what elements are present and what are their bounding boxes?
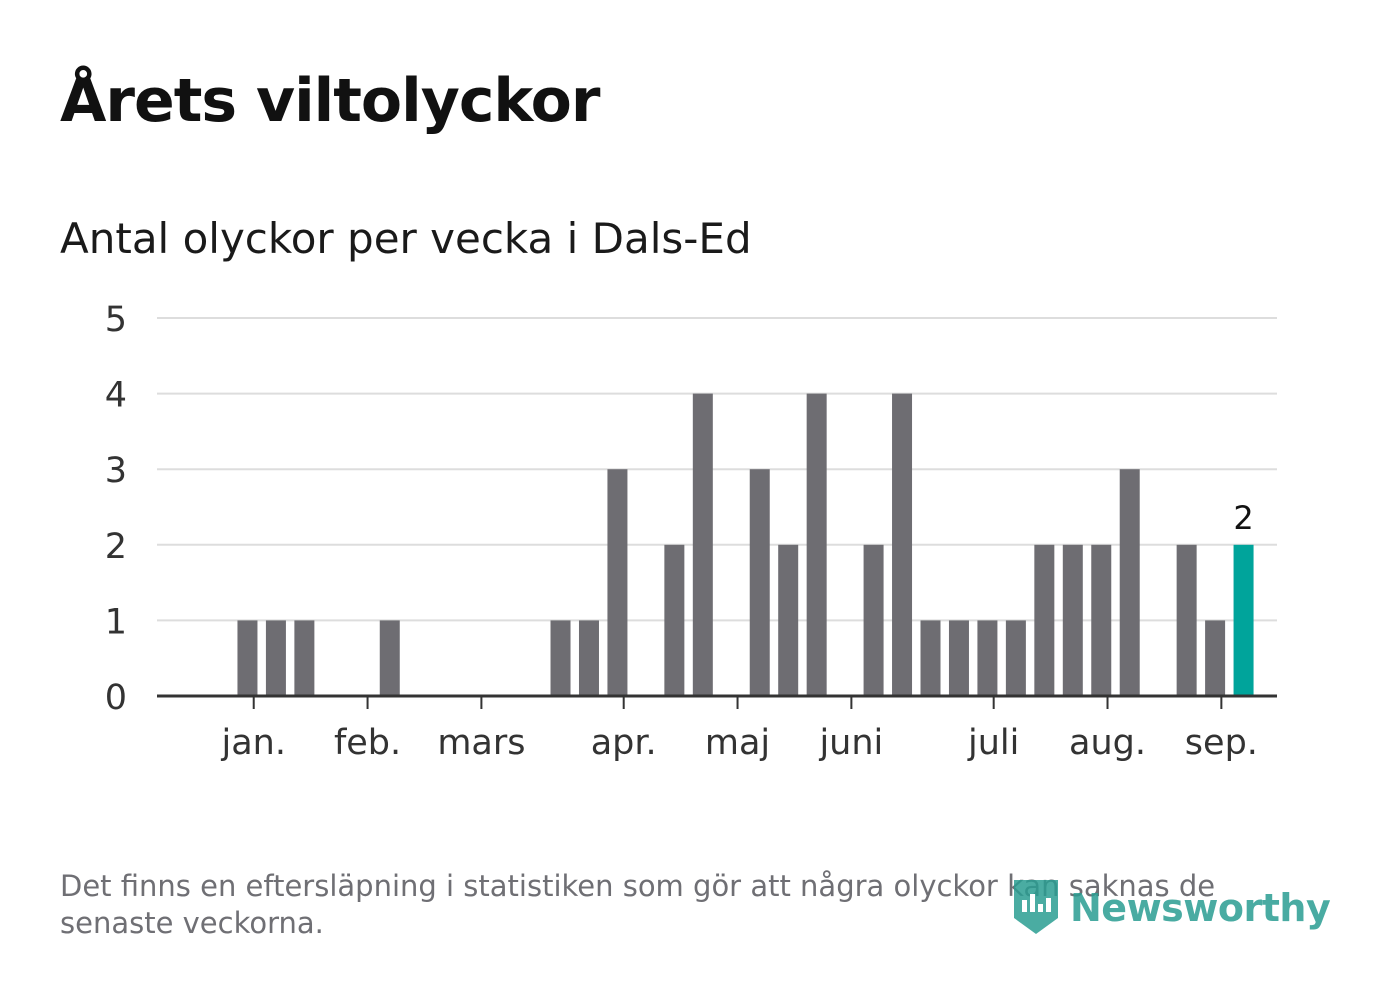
x-tick-label: juni (818, 723, 883, 763)
bar (294, 620, 315, 696)
bar (1119, 469, 1140, 696)
bar (265, 620, 286, 696)
y-tick-label: 3 (105, 451, 127, 491)
bar-value-label: 2 (1233, 499, 1253, 537)
bar-chart: 0 1 2 3 4 5 jan. feb. mars apr. maj juni juli aug. se… (105, 300, 1277, 763)
bar-highlighted (1233, 544, 1254, 696)
bar (806, 393, 827, 696)
bar (664, 544, 685, 696)
bar (1062, 544, 1083, 696)
bars (237, 393, 1254, 696)
x-tick-label: maj (705, 723, 770, 763)
x-tick-label: apr. (591, 723, 657, 763)
bar (550, 620, 571, 696)
bar (237, 620, 258, 696)
newsworthy-logo: Newsworthy (1010, 876, 1331, 940)
bar (1005, 620, 1026, 696)
x-tick-label: feb. (334, 723, 401, 763)
y-tick-label: 2 (105, 527, 127, 567)
newsworthy-logo-icon (1014, 880, 1058, 934)
bar (379, 620, 400, 696)
bar (863, 544, 884, 696)
bar (1205, 620, 1226, 696)
bar (607, 469, 628, 696)
y-axis-ticks: 0 1 2 3 4 5 (105, 300, 127, 718)
logo-text: Newsworthy (1070, 886, 1331, 930)
data-labels: 2 (1233, 499, 1253, 537)
bar (778, 544, 799, 696)
bar (1176, 544, 1197, 696)
chart-title: Årets viltolyckor (60, 66, 600, 136)
bar (1034, 544, 1055, 696)
bar (920, 620, 941, 696)
grid-lines (157, 317, 1277, 622)
y-tick-label: 4 (105, 376, 127, 416)
bar (578, 620, 599, 696)
x-tick-label: sep. (1185, 723, 1258, 763)
x-tick-label: juli (967, 723, 1019, 763)
x-axis: jan. feb. mars apr. maj juni juli aug. sep. (157, 694, 1277, 763)
bar (977, 620, 998, 696)
bar (948, 620, 969, 696)
x-tick-label: aug. (1069, 723, 1146, 763)
y-tick-label: 5 (105, 300, 127, 340)
y-tick-label: 1 (105, 602, 127, 642)
bar (749, 469, 770, 696)
bar (1091, 544, 1112, 696)
x-tick-label: jan. (220, 723, 285, 763)
chart-subtitle: Antal olyckor per vecka i Dals-Ed (60, 214, 752, 263)
x-tick-label: mars (437, 723, 525, 763)
bar (692, 393, 713, 696)
bar (892, 393, 913, 696)
y-tick-label: 0 (105, 678, 127, 718)
